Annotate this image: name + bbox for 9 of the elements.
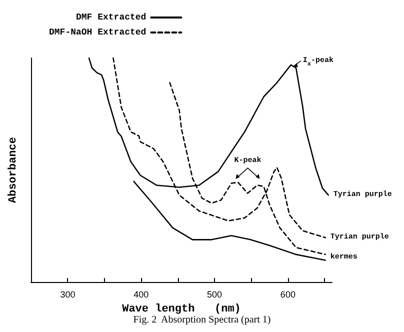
x-tick-label: 400 bbox=[134, 290, 149, 300]
text: Fig. 2 Absorption Spectra (part 1) bbox=[133, 314, 271, 326]
x-axis-title: Wave length (nm) bbox=[122, 303, 241, 316]
legend-label: DMF-NaOH Extracted bbox=[48, 28, 146, 38]
x-tick-label: 600 bbox=[280, 290, 296, 300]
x-tick-label: 500 bbox=[207, 290, 222, 300]
legend-label: DMF Extracted bbox=[76, 12, 146, 22]
y-axis-title: Absorbance bbox=[8, 136, 20, 204]
x-tick-label: 300 bbox=[60, 290, 76, 300]
